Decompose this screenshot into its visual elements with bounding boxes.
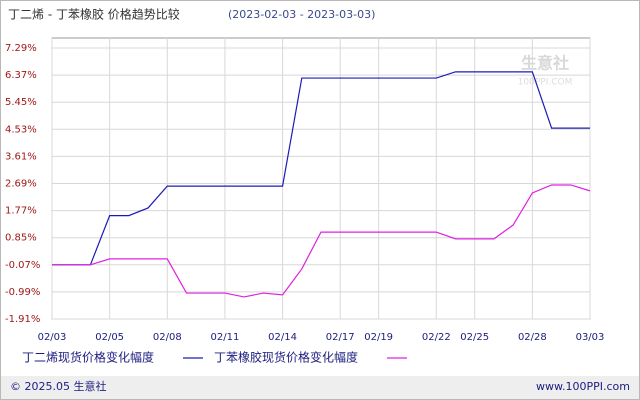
watermark: 生意社: [521, 54, 569, 73]
x-tick-label: 02/11: [211, 332, 240, 343]
chart-subtitle: (2023-02-03 - 2023-03-03): [228, 8, 375, 21]
y-tick-label: 4.53%: [5, 124, 37, 135]
y-tick-label: -0.99%: [5, 287, 40, 298]
x-tick-label: 02/17: [326, 332, 355, 343]
legend-label: 丁苯橡胶现货价格变化幅度: [214, 350, 358, 365]
watermark-sub: 100PPI.COM: [518, 78, 573, 88]
series-line: [52, 71, 590, 266]
x-tick-label: 02/14: [268, 332, 297, 343]
chart-title: 丁二烯 - 丁苯橡胶 价格趋势比较: [8, 7, 180, 22]
y-tick-label: 2.69%: [5, 179, 37, 190]
y-tick-label: 5.45%: [5, 97, 37, 108]
x-tick-label: 02/25: [460, 332, 489, 343]
x-tick-label: 02/03: [38, 332, 67, 343]
y-tick-label: 3.61%: [5, 151, 37, 162]
footer-left: © 2025.05 生意社: [10, 379, 106, 393]
y-tick-label: 0.85%: [5, 233, 37, 244]
y-tick-label: -0.07%: [5, 260, 40, 271]
x-tick-label: 02/08: [153, 332, 182, 343]
y-tick-label: 6.37%: [5, 70, 37, 81]
x-tick-label: 02/05: [95, 332, 124, 343]
legend-label: 丁二烯现货价格变化幅度: [22, 350, 154, 365]
x-tick-label: 03/03: [576, 332, 605, 343]
y-tick-label: -1.91%: [5, 314, 40, 325]
series-line: [52, 184, 591, 298]
x-tick-label: 02/19: [364, 332, 393, 343]
footer-bar: [1, 376, 639, 399]
y-tick-label: 7.29%: [5, 43, 37, 54]
footer-right: www.100PPI.com: [536, 380, 630, 393]
y-tick-label: 1.77%: [5, 206, 37, 217]
x-tick-label: 02/28: [518, 332, 547, 343]
x-tick-label: 02/22: [422, 332, 451, 343]
